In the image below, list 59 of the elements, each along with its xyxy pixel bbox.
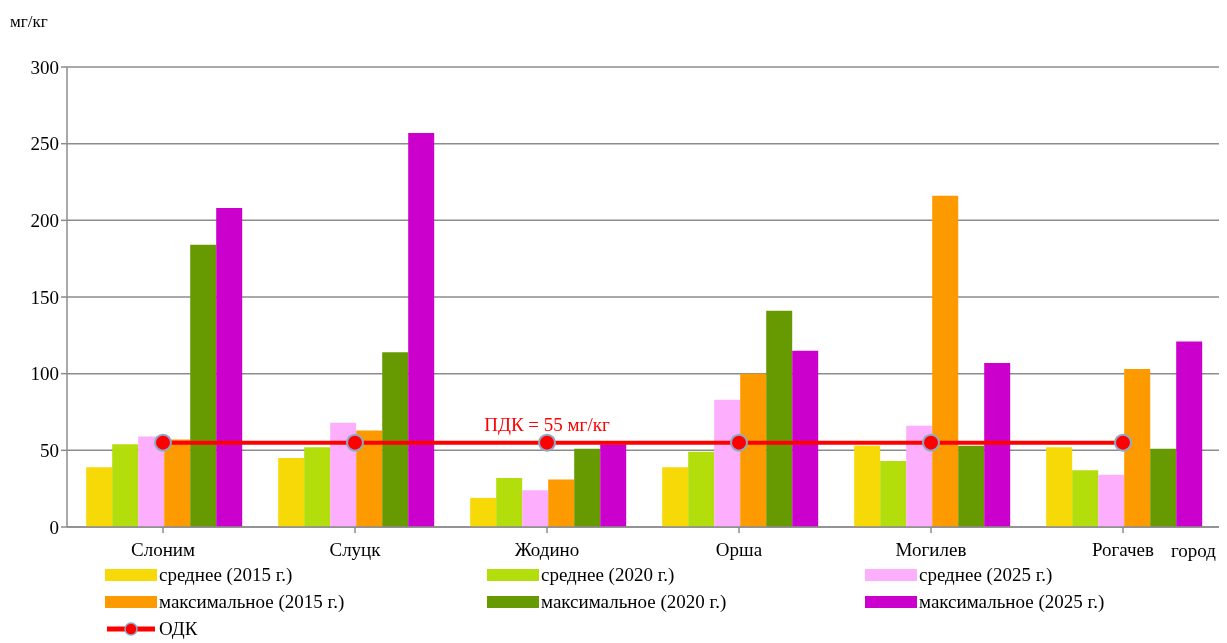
legend-label: максимальное (2025 г.) — [919, 590, 1105, 613]
bar — [1046, 447, 1073, 527]
bar — [1072, 470, 1099, 527]
x-tick-label: Орша — [715, 539, 763, 561]
bar — [138, 436, 165, 527]
bar — [854, 445, 881, 527]
bar — [164, 439, 191, 527]
legend-label: среднее (2015 г.) — [159, 563, 293, 586]
bar — [86, 467, 113, 527]
x-tick-label: Жодино — [514, 539, 580, 561]
bar — [932, 195, 959, 527]
annotation: ПДК = 55 мг/кг — [484, 413, 610, 435]
x-tick-label: Слуцк — [329, 539, 382, 561]
bar — [688, 451, 715, 527]
x-tick-label: Рогачев — [1091, 539, 1155, 561]
bar — [1124, 369, 1151, 527]
x-tick-label: Слоним — [130, 539, 196, 561]
y-tick-label: 50 — [40, 440, 59, 462]
y-tick-label: 100 — [30, 363, 59, 385]
bar — [958, 445, 985, 527]
bar — [714, 399, 741, 527]
bar — [330, 422, 357, 527]
bar — [1098, 474, 1125, 527]
bar — [574, 448, 601, 527]
bar — [470, 497, 497, 527]
bar — [792, 350, 819, 527]
bar — [1150, 448, 1177, 527]
bar — [1176, 341, 1203, 527]
bar — [356, 430, 383, 527]
bar — [766, 310, 793, 527]
x-tick-label: Могилев — [895, 539, 967, 561]
legend-label: среднее (2020 г.) — [541, 563, 675, 586]
bar — [278, 458, 305, 527]
y-tick-label: 200 — [30, 210, 59, 232]
y-tick-label: 300 — [30, 56, 59, 78]
y-tick-label: 250 — [30, 133, 59, 155]
legend-label: максимальное (2015 г.) — [159, 590, 345, 613]
bar — [740, 373, 767, 527]
bar — [408, 132, 435, 527]
bar — [522, 490, 549, 527]
bar — [880, 461, 907, 527]
legend-label: ОДК — [159, 617, 198, 640]
bar — [600, 444, 627, 527]
bar — [984, 362, 1011, 527]
bar — [190, 244, 217, 527]
bar — [906, 425, 933, 527]
bar — [548, 479, 575, 527]
bar — [382, 352, 409, 527]
bar — [112, 444, 139, 527]
legend-label: среднее (2025 г.) — [919, 563, 1053, 586]
bar — [496, 477, 523, 527]
bar — [304, 447, 331, 527]
bar — [662, 467, 689, 527]
y-tick-label: 150 — [30, 286, 59, 308]
y-tick-label: 0 — [49, 516, 59, 538]
bar — [216, 208, 243, 527]
legend-label: максимальное (2020 г.) — [541, 590, 727, 613]
x-axis-title: город — [1171, 540, 1217, 561]
y-axis-title: мг/кг — [10, 12, 48, 31]
